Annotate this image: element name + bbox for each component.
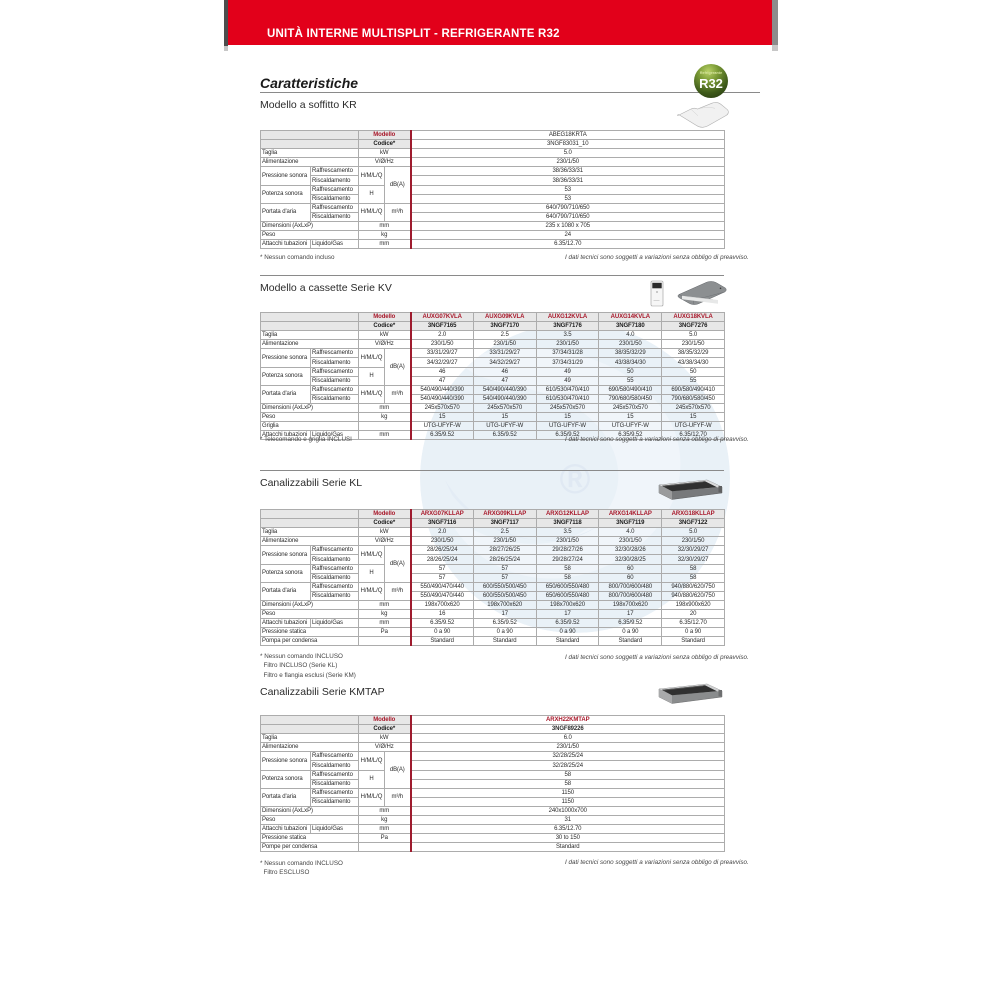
svg-text:®: ® [560,455,591,502]
